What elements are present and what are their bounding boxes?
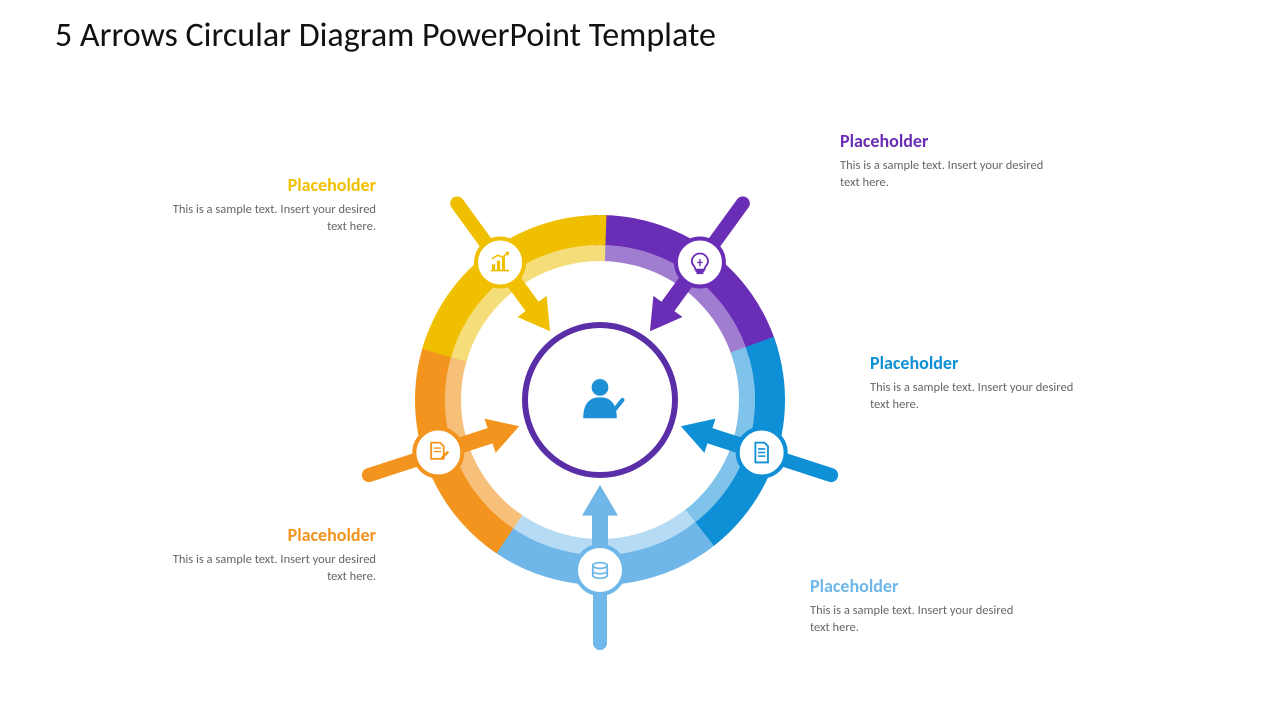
label-title-orange: Placeholder <box>166 524 376 546</box>
label-block-lightblue: Placeholder This is a sample text. Insert… <box>810 575 1020 637</box>
label-block-blue: Placeholder This is a sample text. Insert… <box>870 352 1080 414</box>
label-text-yellow: This is a sample text. Insert your desir… <box>166 202 376 236</box>
label-text-purple: This is a sample text. Insert your desir… <box>840 158 1050 192</box>
label-title-purple: Placeholder <box>840 130 1050 152</box>
label-block-purple: Placeholder This is a sample text. Insert… <box>840 130 1050 192</box>
person-check-icon <box>583 379 622 418</box>
label-block-yellow: Placeholder This is a sample text. Insert… <box>166 174 376 236</box>
label-block-orange: Placeholder This is a sample text. Insert… <box>166 524 376 586</box>
label-text-orange: This is a sample text. Insert your desir… <box>166 552 376 586</box>
circular-diagram <box>0 0 1280 720</box>
label-text-lightblue: This is a sample text. Insert your desir… <box>810 603 1020 637</box>
icon-circle-lightblue <box>576 546 624 594</box>
label-title-blue: Placeholder <box>870 352 1080 374</box>
label-title-lightblue: Placeholder <box>810 575 1020 597</box>
label-title-yellow: Placeholder <box>166 174 376 196</box>
icon-circle-yellow <box>476 238 524 286</box>
icon-circle-orange <box>414 429 462 477</box>
label-text-blue: This is a sample text. Insert your desir… <box>870 380 1080 414</box>
